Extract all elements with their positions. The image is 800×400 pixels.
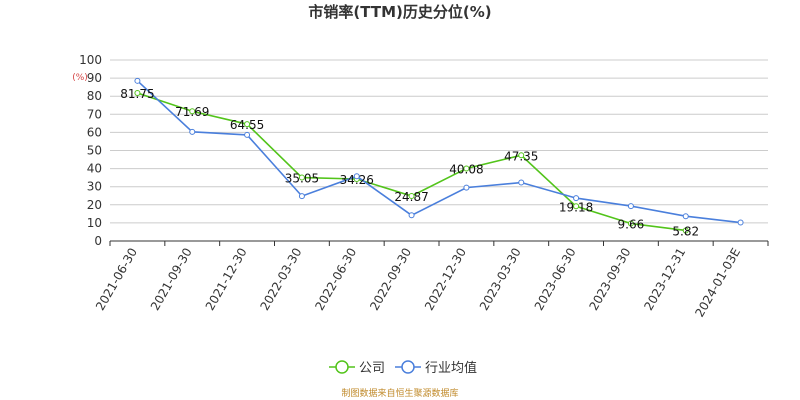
data-label: 40.08 [449, 162, 483, 176]
legend-industry-label: 行业均值 [425, 360, 477, 376]
legend-company-label: 公司 [359, 361, 385, 376]
x-tick-label: 2023-09-30 [587, 246, 634, 313]
y-tick-label: 10 [87, 216, 102, 230]
data-point [682, 227, 689, 234]
data-label: 64.55 [230, 118, 264, 132]
legend-company[interactable]: 公司 [329, 360, 385, 376]
legend-company-marker-icon [335, 360, 349, 374]
data-point [518, 152, 525, 159]
y-tick-label: 0 [94, 234, 102, 248]
data-point [573, 203, 580, 210]
y-tick-label: 30 [87, 180, 102, 194]
data-point [518, 179, 525, 186]
data-point [134, 90, 141, 97]
x-axis: 2021-06-30 2021-09-30 2021-12-30 2022-03-30… [93, 241, 769, 320]
data-point [408, 212, 415, 219]
data-point [134, 77, 141, 84]
data-point [627, 203, 634, 210]
x-tick-label: 2021-06-30 [93, 246, 140, 313]
y-tick-label: 60 [87, 125, 102, 139]
data-label: 71.69 [175, 105, 209, 119]
data-label: 34.26 [340, 173, 374, 187]
data-point [737, 219, 744, 226]
data-point [463, 184, 470, 191]
y-tick-label: 40 [87, 162, 102, 176]
x-tick-label: 2024-01-03E [692, 246, 743, 320]
y-tick-label: 20 [87, 198, 102, 212]
data-point [244, 131, 251, 138]
data-label: 47.35 [504, 149, 538, 163]
y-tick-label: 80 [87, 89, 102, 103]
data-label: 5.82 [672, 224, 699, 238]
x-tick-label: 2021-12-30 [203, 245, 250, 312]
chart-title: 市销率(TTM)历史分位(%) [308, 3, 491, 21]
x-tick-label: 2023-03-30 [477, 246, 524, 313]
x-tick-label: 2022-06-30 [312, 246, 359, 313]
x-tick-label: 2021-09-30 [148, 246, 195, 313]
data-label: 9.66 [618, 218, 645, 232]
x-tick-label: 2022-12-30 [422, 245, 469, 312]
series-group [134, 77, 744, 234]
data-point [627, 220, 634, 227]
legend-industry[interactable]: 行业均值 [395, 360, 477, 376]
data-point [408, 192, 415, 199]
y-tick-label: 70 [87, 107, 102, 121]
y-axis-ticks: 0 10 20 30 40 50 60 70 80 90 100 [79, 53, 102, 248]
grid [110, 59, 768, 242]
source-note: 制图数据来自恒生聚源数据库 [341, 387, 458, 399]
data-label: 81.75 [120, 87, 154, 101]
data-point [298, 174, 305, 181]
data-label: 35.05 [285, 172, 319, 186]
data-point [463, 165, 470, 172]
data-point [244, 121, 251, 128]
x-tick-label: 2023-12-31 [641, 246, 688, 313]
data-labels: 81.75 71.69 64.55 35.05 34.26 24.87 40.08 47.35… [120, 87, 699, 238]
data-point [189, 128, 196, 135]
y-unit-label: (%) [72, 73, 88, 83]
x-tick-label: 2022-03-30 [258, 246, 305, 313]
y-tick-label: 100 [79, 53, 102, 67]
y-tick-label: 90 [87, 71, 102, 85]
y-tick-label: 50 [87, 144, 102, 158]
series-line-0 [137, 92, 686, 232]
data-point [682, 213, 689, 220]
x-tick-label: 2023-06-30 [532, 246, 579, 313]
legend[interactable]: 公司 行业均值 [329, 360, 477, 376]
data-point [189, 108, 196, 115]
data-point [573, 195, 580, 202]
data-point [298, 193, 305, 200]
legend-industry-marker-icon [401, 360, 415, 374]
x-tick-label: 2022-09-30 [367, 246, 414, 313]
data-point [353, 173, 360, 180]
data-label: 24.87 [394, 190, 428, 204]
series-line-1 [136, 80, 741, 224]
data-label: 19.18 [559, 200, 593, 214]
